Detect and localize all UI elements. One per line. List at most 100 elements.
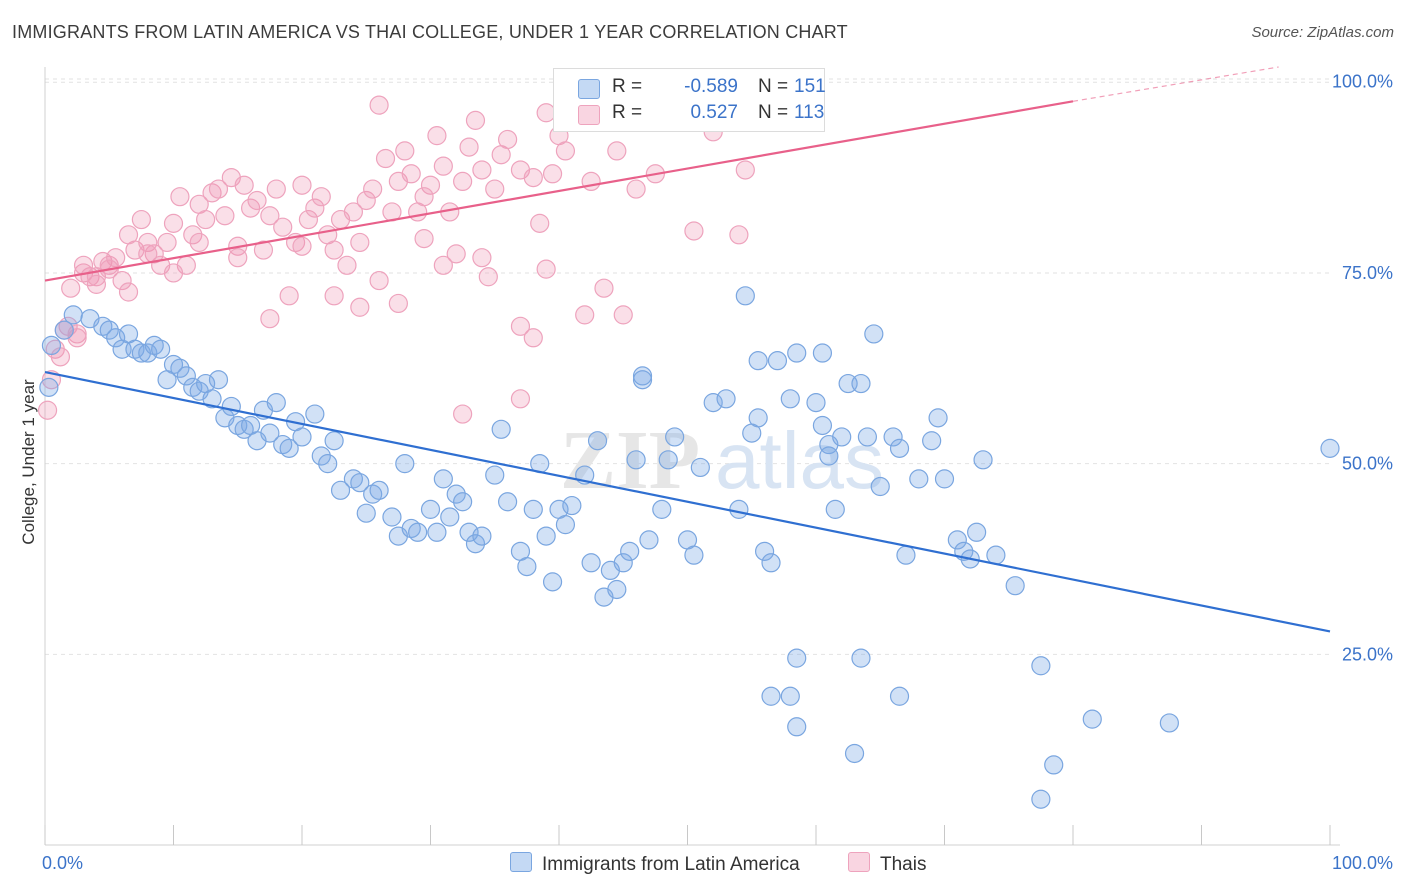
thais-point	[472, 160, 492, 180]
thais-point	[118, 282, 139, 302]
latin-america-point	[1320, 438, 1340, 458]
latin-america-point	[819, 446, 839, 466]
thais-point	[61, 278, 81, 298]
latin-america-point	[459, 522, 479, 542]
latin-america-point	[639, 530, 659, 550]
latin-america-point	[99, 320, 119, 340]
thais-point	[684, 221, 704, 241]
thais-point	[273, 217, 293, 237]
latin-america-point	[536, 526, 556, 546]
thais-point	[581, 171, 601, 192]
y-tick-label: 50.0%	[1342, 454, 1393, 474]
latin-america-point	[896, 545, 916, 565]
latin-america-point	[851, 373, 871, 394]
y-tick-label: 100.0%	[1332, 71, 1393, 91]
latin-america-point	[587, 431, 608, 451]
latin-america-point	[864, 324, 884, 344]
thais-point	[401, 164, 421, 184]
latin-america-point	[825, 499, 845, 519]
latin-america-point	[812, 343, 833, 363]
latin-america-point	[690, 457, 710, 478]
y-axis-title: College, Under 1 year	[19, 379, 38, 545]
thais-point	[523, 167, 543, 188]
latin-america-point	[41, 335, 62, 356]
thais-point	[446, 244, 466, 264]
latin-america-point	[883, 427, 903, 447]
bottom-legend-swatch-pink	[848, 852, 870, 872]
latin-america-trend-line	[44, 371, 1331, 633]
latin-america-point	[922, 431, 942, 451]
thais-point	[163, 263, 184, 283]
legend-n-value: 113	[794, 102, 825, 123]
latin-america-point	[844, 743, 865, 764]
latin-america-point	[260, 423, 280, 443]
latin-america-point	[928, 408, 948, 428]
latin-america-point	[1082, 709, 1102, 729]
tick-labels: 25.0% 50.0% 75.0% 100.0% 0.0% 100.0% College, …	[19, 71, 1393, 873]
thais-point	[453, 171, 473, 192]
thais-point	[388, 293, 408, 314]
thais-point	[131, 209, 151, 230]
thais-point	[414, 187, 434, 207]
latin-america-point	[138, 343, 158, 363]
latin-america-points	[39, 286, 1340, 809]
thais-point	[459, 137, 479, 157]
watermark-atlas: atlas	[715, 416, 884, 505]
latin-america-point	[420, 499, 441, 519]
latin-america-point	[427, 522, 447, 542]
latin-america-point	[1005, 576, 1025, 596]
legend-r-value: 0.527	[690, 102, 738, 123]
thais-point	[266, 179, 286, 199]
thais-point	[420, 175, 441, 195]
grid-lines	[45, 78, 1330, 655]
thais-point	[73, 255, 94, 275]
thais-point	[729, 225, 749, 245]
thais-point	[530, 213, 550, 233]
thais-point	[112, 270, 132, 291]
latin-america-point	[542, 572, 563, 592]
latin-america-point	[870, 476, 890, 497]
latin-america-point	[851, 648, 871, 668]
latin-america-point	[208, 370, 229, 390]
latin-america-point	[754, 541, 775, 561]
correlation-legend: R = -0.589 N = 151 R = 0.527 N = 113	[553, 68, 826, 132]
latin-america-point	[620, 541, 640, 561]
thais-point	[183, 225, 203, 245]
thais-point	[292, 175, 312, 195]
thais-point	[735, 160, 755, 180]
legend-swatch-blue	[578, 79, 600, 99]
thais-point	[343, 202, 363, 222]
latin-america-point	[266, 393, 286, 413]
bottom-legend-thais: Thais	[848, 852, 926, 876]
thais-point	[350, 232, 370, 253]
thais-point	[215, 206, 235, 226]
thais-point	[433, 156, 453, 176]
latin-america-point	[517, 556, 537, 577]
thais-point	[607, 141, 627, 161]
thais-point	[247, 190, 267, 211]
thais-point	[234, 175, 254, 195]
latin-america-point	[934, 469, 955, 489]
thais-point	[395, 141, 415, 161]
latin-america-point	[613, 553, 633, 573]
latin-america-point	[555, 515, 576, 535]
axes	[44, 67, 1340, 846]
latin-america-point	[626, 450, 646, 470]
legend-r-label: R =	[612, 76, 643, 97]
latin-america-point	[632, 370, 653, 390]
thais-point	[260, 309, 280, 329]
latin-america-point	[170, 358, 190, 378]
latin-america-point	[607, 579, 627, 600]
thais-point	[613, 305, 633, 325]
latin-america-point	[1031, 789, 1051, 809]
latin-america-point	[498, 492, 518, 512]
thais-point	[118, 225, 139, 245]
latin-america-point	[780, 389, 800, 409]
latin-america-point	[318, 454, 338, 474]
thais-point	[626, 179, 646, 199]
latin-america-point	[440, 507, 460, 527]
thais-point	[311, 187, 331, 207]
latin-america-point	[324, 431, 344, 451]
thais-point	[241, 198, 261, 218]
